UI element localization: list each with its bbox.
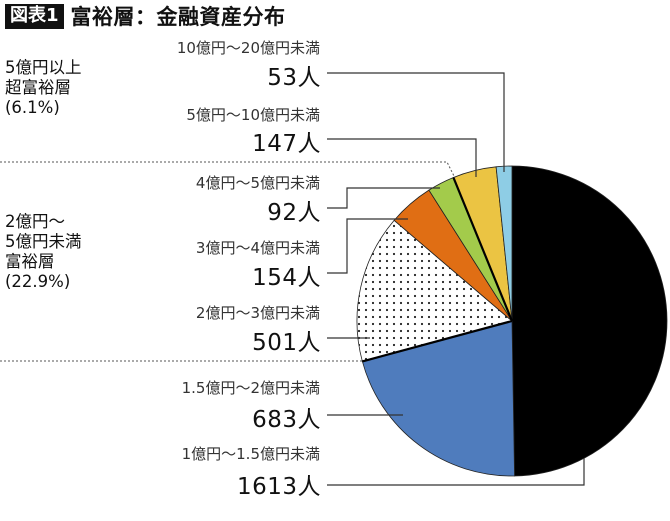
pie-slice [361,320,515,477]
group-line: 超富裕層 [5,78,71,97]
slice-range-label: 4億円～5億円未満 [195,174,320,192]
slice-count-label: 683人 [252,407,321,433]
slice-count-label: 1613人 [236,474,321,500]
slice-range-label: 5億円～10億円未満 [186,106,320,124]
slice-count-label: 501人 [252,330,321,356]
pie-slice [356,219,513,362]
group-divider-top [0,161,456,179]
group-line: 5億円以上 [5,58,82,77]
chart-title: 富裕層：金融資産分布 [70,5,286,29]
group-boundary-line [452,177,514,322]
group-line: (6.1%) [5,98,60,117]
pie-slice [511,165,668,477]
group-line: 富裕層 [5,252,55,271]
leader-line-154 [327,218,408,274]
group-line: 2億円～ [5,212,65,231]
slice-range-label: 1億円～1.5億円未満 [181,445,320,463]
group-boundary-line [362,319,513,363]
leader-line-147 [327,138,477,177]
group-line: 5億円未満 [5,232,82,251]
figure-number-badge: 図表1 [5,3,64,29]
slice-range-label: 10億円～20億円未満 [176,39,320,57]
slice-count-label: 53人 [267,65,321,91]
pie-slices [356,165,668,477]
figure-header: 図表1 富裕層：金融資産分布 [5,2,286,30]
slice-count-label: 147人 [252,131,321,157]
group-line: (22.9%) [5,272,71,291]
leader-line-53 [327,72,505,172]
group-label-wealthy: 2億円～ 5億円未満 富裕層 (22.9%) [5,212,82,292]
slice-count-label: 92人 [267,200,321,226]
slice-range-label: 3億円～4億円未満 [195,239,320,257]
group-label-ultra-wealthy: 5億円以上 超富裕層 (6.1%) [5,58,82,118]
slice-range-label: 1.5億円～2億円未満 [181,379,320,397]
leader-line-92 [327,187,440,209]
leader-line-1613 [327,458,585,486]
slice-count-label: 154人 [252,265,321,291]
slice-range-label: 2億円～3億円未満 [195,304,320,322]
